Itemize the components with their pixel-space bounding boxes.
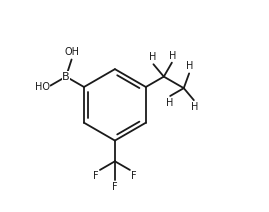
Text: H: H [166,98,174,108]
Text: B: B [62,72,70,82]
Text: F: F [131,171,136,181]
Text: F: F [93,171,99,181]
Text: H: H [186,61,193,71]
Text: H: H [149,52,157,62]
Text: HO: HO [34,82,49,92]
Text: H: H [169,51,176,61]
Text: OH: OH [64,47,79,57]
Text: F: F [112,182,118,192]
Text: H: H [191,102,199,112]
